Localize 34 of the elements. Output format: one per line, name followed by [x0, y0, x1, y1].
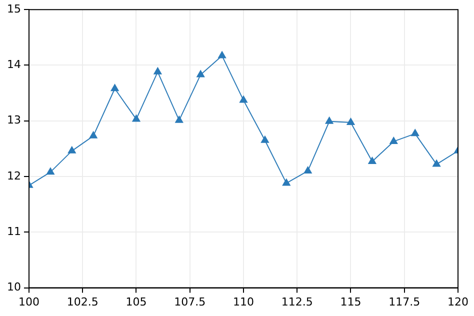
point: [411, 129, 420, 136]
y-tick-label: 13: [6, 114, 21, 127]
x-tick-label: 115: [340, 295, 362, 308]
point: [196, 70, 205, 78]
point: [154, 67, 162, 74]
point: [260, 136, 269, 143]
point: [110, 84, 119, 92]
y-tick-label: 12: [6, 169, 21, 182]
point: [46, 168, 54, 175]
point: [89, 131, 98, 138]
y-tick-label: 15: [6, 2, 21, 16]
y-tick-label: 11: [6, 225, 21, 238]
x-tick-label: 105: [126, 295, 147, 308]
x-tick-label: 112.5: [281, 295, 313, 308]
point: [432, 160, 441, 167]
point: [68, 146, 76, 154]
x-tick-label: 110: [233, 295, 254, 308]
point: [175, 116, 184, 123]
point: [132, 114, 140, 122]
point: [240, 96, 248, 103]
point: [304, 166, 312, 174]
x-tick-label: 107.5: [174, 295, 206, 308]
x-tick-label: 120: [448, 295, 468, 308]
point: [390, 136, 398, 144]
point: [282, 178, 290, 186]
point: [368, 156, 376, 164]
x-tick-label: 117.5: [388, 295, 420, 308]
point: [346, 118, 355, 126]
point: [218, 51, 226, 58]
point: [325, 116, 334, 124]
y-tick-label: 10: [6, 280, 21, 294]
y-tick-label: 14: [6, 58, 21, 72]
x-tick-label: 100: [18, 295, 40, 308]
x-tick-label: 102.5: [66, 295, 98, 308]
